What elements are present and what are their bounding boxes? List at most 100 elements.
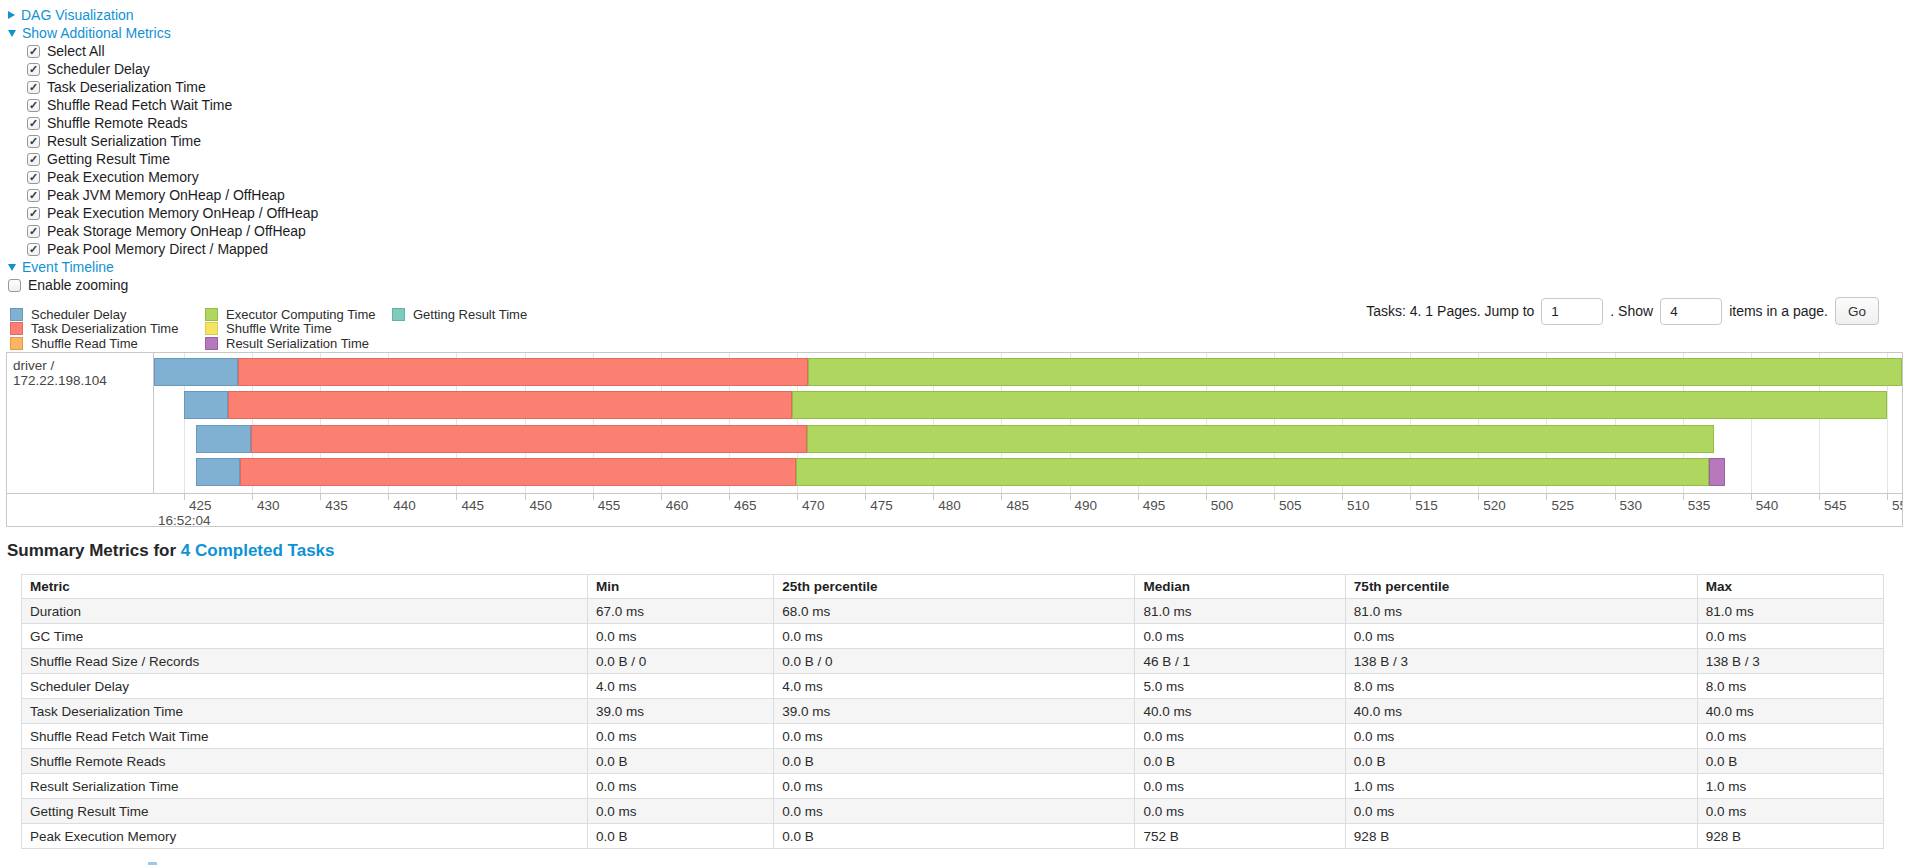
summary-table-cell: 0.0 ms [1135, 774, 1345, 799]
legend-item-getting_result: Getting Result Time [392, 307, 527, 322]
summary-column-header: Max [1697, 575, 1883, 599]
summary-table-cell: 40.0 ms [1697, 699, 1883, 724]
summary-table-cell: 0.0 ms [1345, 799, 1697, 824]
axis-tick-label: 500 [1211, 498, 1234, 513]
summary-table-cell: 0.0 ms [588, 724, 774, 749]
metric-checkbox-row: ✓Peak Storage Memory OnHeap / OffHeap [27, 222, 318, 240]
metric-checkbox-label: Peak Pool Memory Direct / Mapped [47, 241, 268, 257]
go-button[interactable]: Go [1835, 297, 1879, 325]
summary-table-cell: 0.0 ms [1345, 724, 1697, 749]
shuffle_read-swatch-icon [10, 337, 23, 350]
metric-checkbox-label: Peak Execution Memory OnHeap / OffHeap [47, 205, 318, 221]
metric-checkbox[interactable]: ✓ [27, 225, 40, 238]
shuffle_write-swatch-icon [205, 322, 218, 335]
summary-table-body: Duration67.0 ms68.0 ms81.0 ms81.0 ms81.0… [22, 599, 1884, 849]
timeline-task-bar[interactable] [184, 391, 1887, 419]
chevron-right-icon [8, 11, 15, 19]
task-segment-executor_computing[interactable] [792, 391, 1887, 419]
summary-table-cell: 0.0 B [1697, 749, 1883, 774]
task-segment-scheduler_delay[interactable] [196, 458, 240, 486]
task-segment-executor_computing[interactable] [796, 458, 1709, 486]
summary-table-cell: 0.0 ms [774, 624, 1135, 649]
summary-table-cell: 0.0 B [1345, 749, 1697, 774]
summary-table-cell: 1.0 ms [1697, 774, 1883, 799]
metric-checkbox[interactable]: ✓ [27, 243, 40, 256]
timeline-time-axis: 4254304354404454504554604654704754804854… [7, 493, 1902, 527]
axis-major-time-label: 16:52:04 [158, 513, 211, 527]
jump-to-page-input[interactable] [1541, 298, 1603, 325]
axis-tick-mark [388, 494, 389, 500]
show-additional-metrics-toggle[interactable]: Show Additional Metrics [8, 24, 318, 42]
axis-tick-mark [1751, 494, 1752, 500]
task-segment-result_serialization[interactable] [1709, 458, 1725, 486]
legend-column: Scheduler DelayTask Deserialization Time… [10, 307, 205, 351]
metric-checkbox[interactable]: ✓ [27, 81, 40, 94]
summary-table-cell: 0.0 ms [1345, 624, 1697, 649]
metric-checkbox-row: ✓Peak JVM Memory OnHeap / OffHeap [27, 186, 318, 204]
result_serialization-swatch-icon [205, 337, 218, 350]
axis-tick-label: 510 [1347, 498, 1370, 513]
axis-tick-label: 450 [530, 498, 553, 513]
axis-tick-label: 495 [1143, 498, 1166, 513]
enable-zooming-checkbox[interactable] [8, 279, 21, 292]
metric-checkbox[interactable]: ✓ [27, 99, 40, 112]
task-segment-scheduler_delay[interactable] [184, 391, 228, 419]
summary-table-row: Peak Execution Memory0.0 B0.0 B752 B928 … [22, 824, 1884, 849]
summary-metrics-title: Summary Metrics for 4 Completed Tasks [7, 541, 1891, 561]
metric-checkbox[interactable]: ✓ [27, 189, 40, 202]
axis-tick-mark [1683, 494, 1684, 500]
summary-table-cell: 67.0 ms [588, 599, 774, 624]
axis-tick-mark [252, 494, 253, 500]
metric-checkbox-row: ✓Peak Execution Memory [27, 168, 318, 186]
legend-item-executor_computing: Executor Computing Time [205, 307, 392, 322]
dag-visualization-toggle[interactable]: DAG Visualization [8, 6, 318, 24]
chevron-down-icon [8, 30, 16, 37]
summary-table-cell: 81.0 ms [1135, 599, 1345, 624]
metric-checkbox[interactable]: ✓ [27, 63, 40, 76]
legend-item-scheduler_delay: Scheduler Delay [10, 307, 205, 322]
summary-table-cell: 40.0 ms [1135, 699, 1345, 724]
axis-tick-mark [933, 494, 934, 500]
metric-checkbox[interactable]: ✓ [27, 45, 40, 58]
task-segment-executor_computing[interactable] [808, 358, 1902, 386]
items-per-page-input[interactable] [1660, 298, 1722, 325]
summary-table-row: Scheduler Delay4.0 ms4.0 ms5.0 ms8.0 ms8… [22, 674, 1884, 699]
summary-table-cell: 928 B [1697, 824, 1883, 849]
metric-checkbox[interactable]: ✓ [27, 153, 40, 166]
summary-metrics-section: Summary Metrics for 4 Completed Tasks Me… [7, 541, 1891, 849]
task-pagination: Tasks: 4. 1 Pages. Jump to . Show items … [1366, 297, 1879, 325]
timeline-task-bar[interactable] [196, 425, 1714, 453]
axis-tick-mark [1274, 494, 1275, 500]
summary-table-cell: 68.0 ms [774, 599, 1135, 624]
timeline-task-bar[interactable] [196, 458, 1725, 486]
summary-table-cell: 0.0 ms [588, 624, 774, 649]
axis-tick-label: 535 [1688, 498, 1711, 513]
metric-checkbox[interactable]: ✓ [27, 135, 40, 148]
axis-tick-label: 435 [325, 498, 348, 513]
completed-tasks-link[interactable]: 4 Completed Tasks [181, 541, 335, 560]
timeline-task-bar[interactable] [154, 358, 1902, 386]
summary-table-cell: 0.0 ms [1697, 624, 1883, 649]
task-segment-executor_computing[interactable] [807, 425, 1714, 453]
metric-checkbox[interactable]: ✓ [27, 207, 40, 220]
summary-table-cell: Task Deserialization Time [22, 699, 588, 724]
axis-tick-label: 440 [393, 498, 416, 513]
summary-table-cell: 0.0 ms [1135, 724, 1345, 749]
metric-checkbox-row: ✓Result Serialization Time [27, 132, 318, 150]
task-segment-scheduler_delay[interactable] [154, 358, 238, 386]
event-timeline-toggle[interactable]: Event Timeline [8, 258, 318, 276]
task-segment-scheduler_delay[interactable] [196, 425, 250, 453]
legend-label: Scheduler Delay [31, 307, 126, 322]
summary-table-cell: 46 B / 1 [1135, 649, 1345, 674]
task-segment-task_deserialization[interactable] [251, 425, 807, 453]
metric-checkbox[interactable]: ✓ [27, 171, 40, 184]
task-segment-task_deserialization[interactable] [238, 358, 807, 386]
task-segment-task_deserialization[interactable] [228, 391, 792, 419]
task-segment-task_deserialization[interactable] [240, 458, 796, 486]
metric-checkbox[interactable]: ✓ [27, 117, 40, 130]
legend-item-result_serialization: Result Serialization Time [205, 336, 392, 351]
axis-tick-mark [320, 494, 321, 500]
summary-table-cell: 0.0 ms [774, 724, 1135, 749]
summary-table-header-row: MetricMin25th percentileMedian75th perce… [22, 575, 1884, 599]
summary-table-row: Shuffle Remote Reads0.0 B0.0 B0.0 B0.0 B… [22, 749, 1884, 774]
